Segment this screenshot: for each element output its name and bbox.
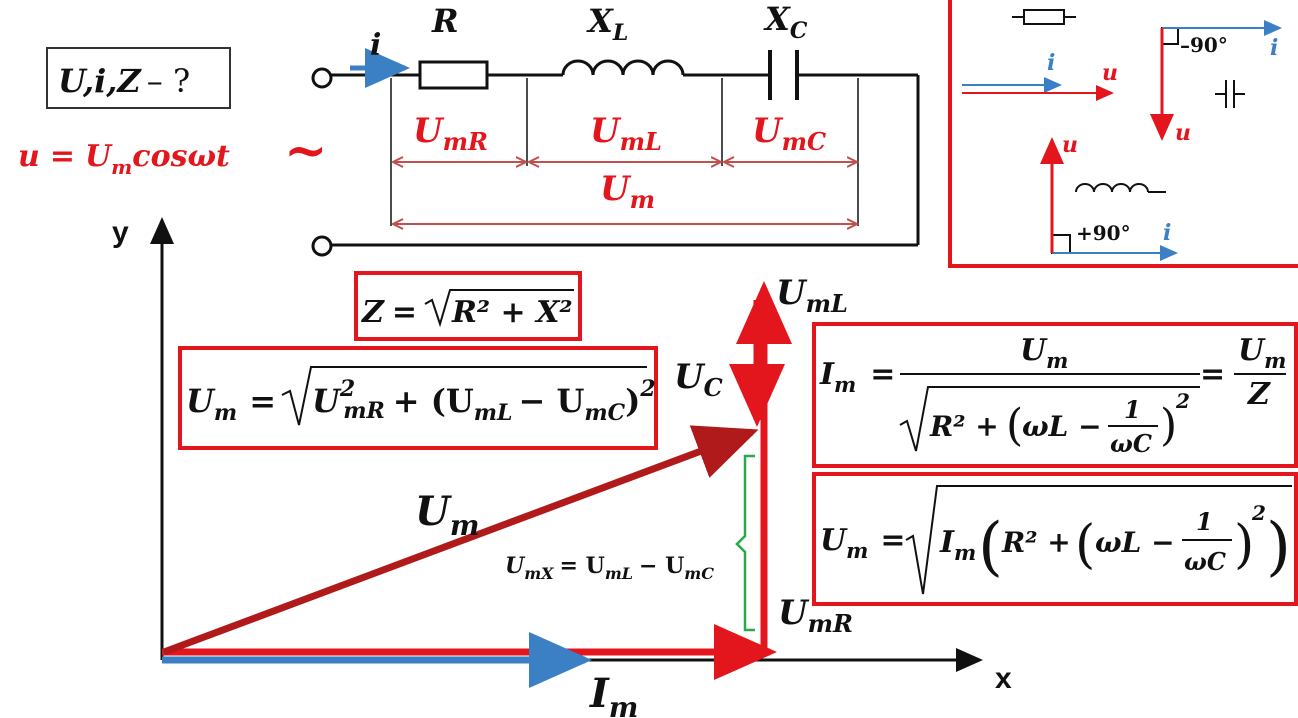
svg-text:): ) <box>1160 400 1177 451</box>
uml-phasor-label: UmL <box>776 273 848 318</box>
svg-text:u: u <box>1062 132 1078 158</box>
svg-text:Im: Im <box>939 525 976 565</box>
im-phasor-label: Im <box>589 670 638 718</box>
question-box: U,i,Z – ? <box>46 47 231 109</box>
svg-text:–90°: –90° <box>1180 33 1228 57</box>
umr-label: UmR <box>413 111 488 156</box>
xc-label: XC <box>763 0 808 44</box>
svg-text:2: 2 <box>1251 501 1266 525</box>
svg-text:i: i <box>1047 50 1055 76</box>
svg-text:): ) <box>1234 515 1254 575</box>
um-label: Um <box>600 169 655 214</box>
y-axis-label: y <box>112 216 129 249</box>
svg-text:ωC: ωC <box>1184 547 1226 576</box>
svg-text:ωC: ωC <box>1110 429 1152 458</box>
svg-text:(: ( <box>978 510 1003 584</box>
umc-label: UmC <box>752 111 826 156</box>
umr-phasor-label: UmR <box>778 593 853 638</box>
svg-text:(: ( <box>1006 400 1023 451</box>
svg-text:+90°: +90° <box>1076 221 1131 245</box>
svg-text:Z=: Z = <box>361 295 417 330</box>
xl-label: XL <box>586 2 628 46</box>
svg-text:i: i <box>1163 220 1171 246</box>
umx-brace <box>735 454 755 632</box>
phasors <box>162 281 792 688</box>
source-equation: u = Umcosωt ~ <box>18 120 328 181</box>
svg-text:U,i,Z– ?: U,i,Z – ? <box>58 62 190 100</box>
svg-text:Im=: Im = <box>819 357 895 397</box>
svg-text:R² + X²: R² + X² <box>451 295 573 330</box>
svg-text:ωL −: ωL − <box>1095 526 1175 559</box>
voltage-dimensions <box>393 162 856 224</box>
formula-z: Z = R² + X² <box>354 271 582 341</box>
svg-text:Um: Um <box>1020 333 1068 373</box>
um-phasor-label: Um <box>415 488 480 542</box>
x-axis-label: x <box>995 662 1012 695</box>
svg-text:): ) <box>1266 510 1291 584</box>
uml-label: UmL <box>590 111 662 156</box>
svg-text:u: u <box>1102 60 1118 86</box>
formula-um-impedance: Um = Im ( R² + ( ωL − 1 ωC ) 2 ) <box>812 472 1298 606</box>
phase-inset: i u i u u i –90° +90° <box>948 0 1298 268</box>
inductor <box>561 59 685 76</box>
svg-text:2: 2 <box>1175 389 1190 413</box>
svg-text:1: 1 <box>1196 507 1213 536</box>
svg-text:Um=: Um = <box>820 523 906 563</box>
circuit <box>311 50 920 257</box>
r-label: R <box>431 2 459 40</box>
current-label: i <box>370 28 381 63</box>
svg-text:u=Umcosωt: u = Umcosωt <box>18 139 230 179</box>
svg-text:R² +: R² + <box>1001 526 1071 559</box>
svg-text:1: 1 <box>1124 395 1141 424</box>
svg-text:Um=: Um = <box>186 382 276 426</box>
umc-phasor-label: UC <box>674 357 723 402</box>
umx-label: UmX = UmL − UmC <box>505 553 714 583</box>
svg-text:ωL −: ωL − <box>1022 410 1102 443</box>
svg-text:~: ~ <box>284 120 328 181</box>
formula-um-components: Um = U2 mR + (UmL − UmC)2 <box>178 346 658 450</box>
svg-text:Um: Um <box>1238 333 1286 373</box>
resistor <box>418 60 489 90</box>
svg-text:=: = <box>1200 357 1225 392</box>
svg-text:Z: Z <box>1247 377 1271 412</box>
um-phasor <box>162 425 759 656</box>
svg-text:u: u <box>1175 120 1191 146</box>
svg-text:R² +: R² + <box>929 410 999 443</box>
formula-im: Im = Um R² + ( ωL − 1 ωC ) 2 = Um Z <box>812 322 1298 468</box>
svg-text:i: i <box>1270 35 1278 61</box>
svg-text:(: ( <box>1075 515 1095 575</box>
